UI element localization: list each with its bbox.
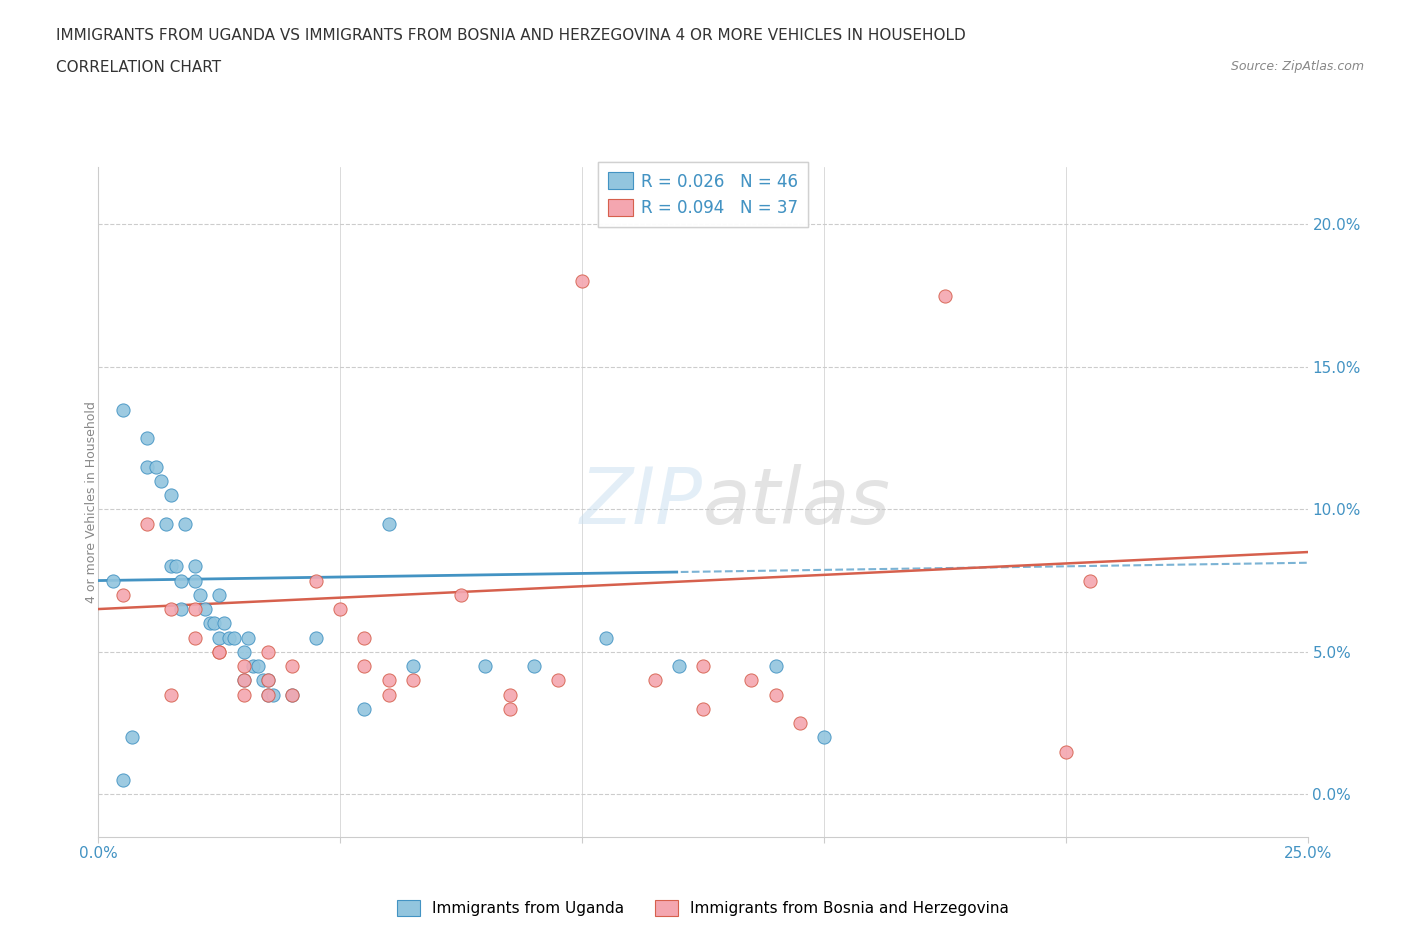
Point xyxy=(135,431,157,445)
Point xyxy=(247,658,270,673)
Text: ZIP: ZIP xyxy=(581,464,703,540)
Point xyxy=(135,516,157,531)
Point xyxy=(165,559,187,574)
Text: Source: ZipAtlas.com: Source: ZipAtlas.com xyxy=(1230,60,1364,73)
Point xyxy=(305,573,328,588)
Point xyxy=(353,701,375,716)
Legend: R = 0.026   N = 46, R = 0.094   N = 37: R = 0.026 N = 46, R = 0.094 N = 37 xyxy=(598,163,808,227)
Point xyxy=(402,672,425,687)
Point xyxy=(232,672,254,687)
Point xyxy=(184,559,207,574)
Point xyxy=(169,573,191,588)
Point xyxy=(498,701,520,716)
Point xyxy=(353,631,375,645)
Point xyxy=(1078,573,1101,588)
Point xyxy=(256,672,278,687)
Point xyxy=(329,602,352,617)
Point xyxy=(377,672,399,687)
Point xyxy=(101,573,124,588)
Point xyxy=(692,701,714,716)
Text: CORRELATION CHART: CORRELATION CHART xyxy=(56,60,221,75)
Point xyxy=(765,658,787,673)
Point xyxy=(377,687,399,702)
Point xyxy=(571,274,593,289)
Y-axis label: 4 or more Vehicles in Household: 4 or more Vehicles in Household xyxy=(84,401,98,604)
Point xyxy=(252,672,274,687)
Point xyxy=(402,658,425,673)
Point xyxy=(232,672,254,687)
Point xyxy=(198,616,221,631)
Point xyxy=(218,631,240,645)
Point xyxy=(208,644,231,659)
Point xyxy=(281,687,304,702)
Point xyxy=(474,658,496,673)
Point xyxy=(188,588,211,603)
Point xyxy=(450,588,472,603)
Point xyxy=(256,687,278,702)
Point xyxy=(212,616,235,631)
Point xyxy=(232,687,254,702)
Point xyxy=(523,658,546,673)
Text: atlas: atlas xyxy=(703,464,891,540)
Point xyxy=(184,631,207,645)
Point xyxy=(238,631,260,645)
Point xyxy=(547,672,569,687)
Point xyxy=(208,644,231,659)
Point xyxy=(1054,744,1077,759)
Point xyxy=(377,516,399,531)
Text: IMMIGRANTS FROM UGANDA VS IMMIGRANTS FROM BOSNIA AND HERZEGOVINA 4 OR MORE VEHIC: IMMIGRANTS FROM UGANDA VS IMMIGRANTS FRO… xyxy=(56,28,966,43)
Point xyxy=(111,773,134,788)
Point xyxy=(160,487,183,502)
Point xyxy=(111,588,134,603)
Point xyxy=(111,402,134,417)
Point xyxy=(262,687,284,702)
Point xyxy=(813,730,835,745)
Text: 0.0%: 0.0% xyxy=(79,845,118,860)
Point xyxy=(934,288,956,303)
Point xyxy=(194,602,217,617)
Point xyxy=(232,644,254,659)
Point xyxy=(256,672,278,687)
Point xyxy=(353,658,375,673)
Point xyxy=(765,687,787,702)
Point xyxy=(644,672,666,687)
Point xyxy=(174,516,197,531)
Point xyxy=(498,687,520,702)
Point xyxy=(242,658,264,673)
Point xyxy=(160,602,183,617)
Point xyxy=(155,516,177,531)
Point xyxy=(184,573,207,588)
Point xyxy=(256,644,278,659)
Point xyxy=(135,459,157,474)
Point xyxy=(121,730,143,745)
Point xyxy=(150,473,173,488)
Point xyxy=(222,631,245,645)
Point xyxy=(169,602,191,617)
Point xyxy=(305,631,328,645)
Point xyxy=(595,631,617,645)
Point xyxy=(160,559,183,574)
Point xyxy=(208,588,231,603)
Point xyxy=(281,658,304,673)
Point xyxy=(204,616,226,631)
Point xyxy=(692,658,714,673)
Text: 25.0%: 25.0% xyxy=(1284,845,1331,860)
Point xyxy=(789,715,811,730)
Point xyxy=(160,687,183,702)
Point xyxy=(232,658,254,673)
Point xyxy=(281,687,304,702)
Point xyxy=(668,658,690,673)
Point xyxy=(208,631,231,645)
Point xyxy=(184,602,207,617)
Point xyxy=(145,459,167,474)
Point xyxy=(740,672,762,687)
Point xyxy=(256,687,278,702)
